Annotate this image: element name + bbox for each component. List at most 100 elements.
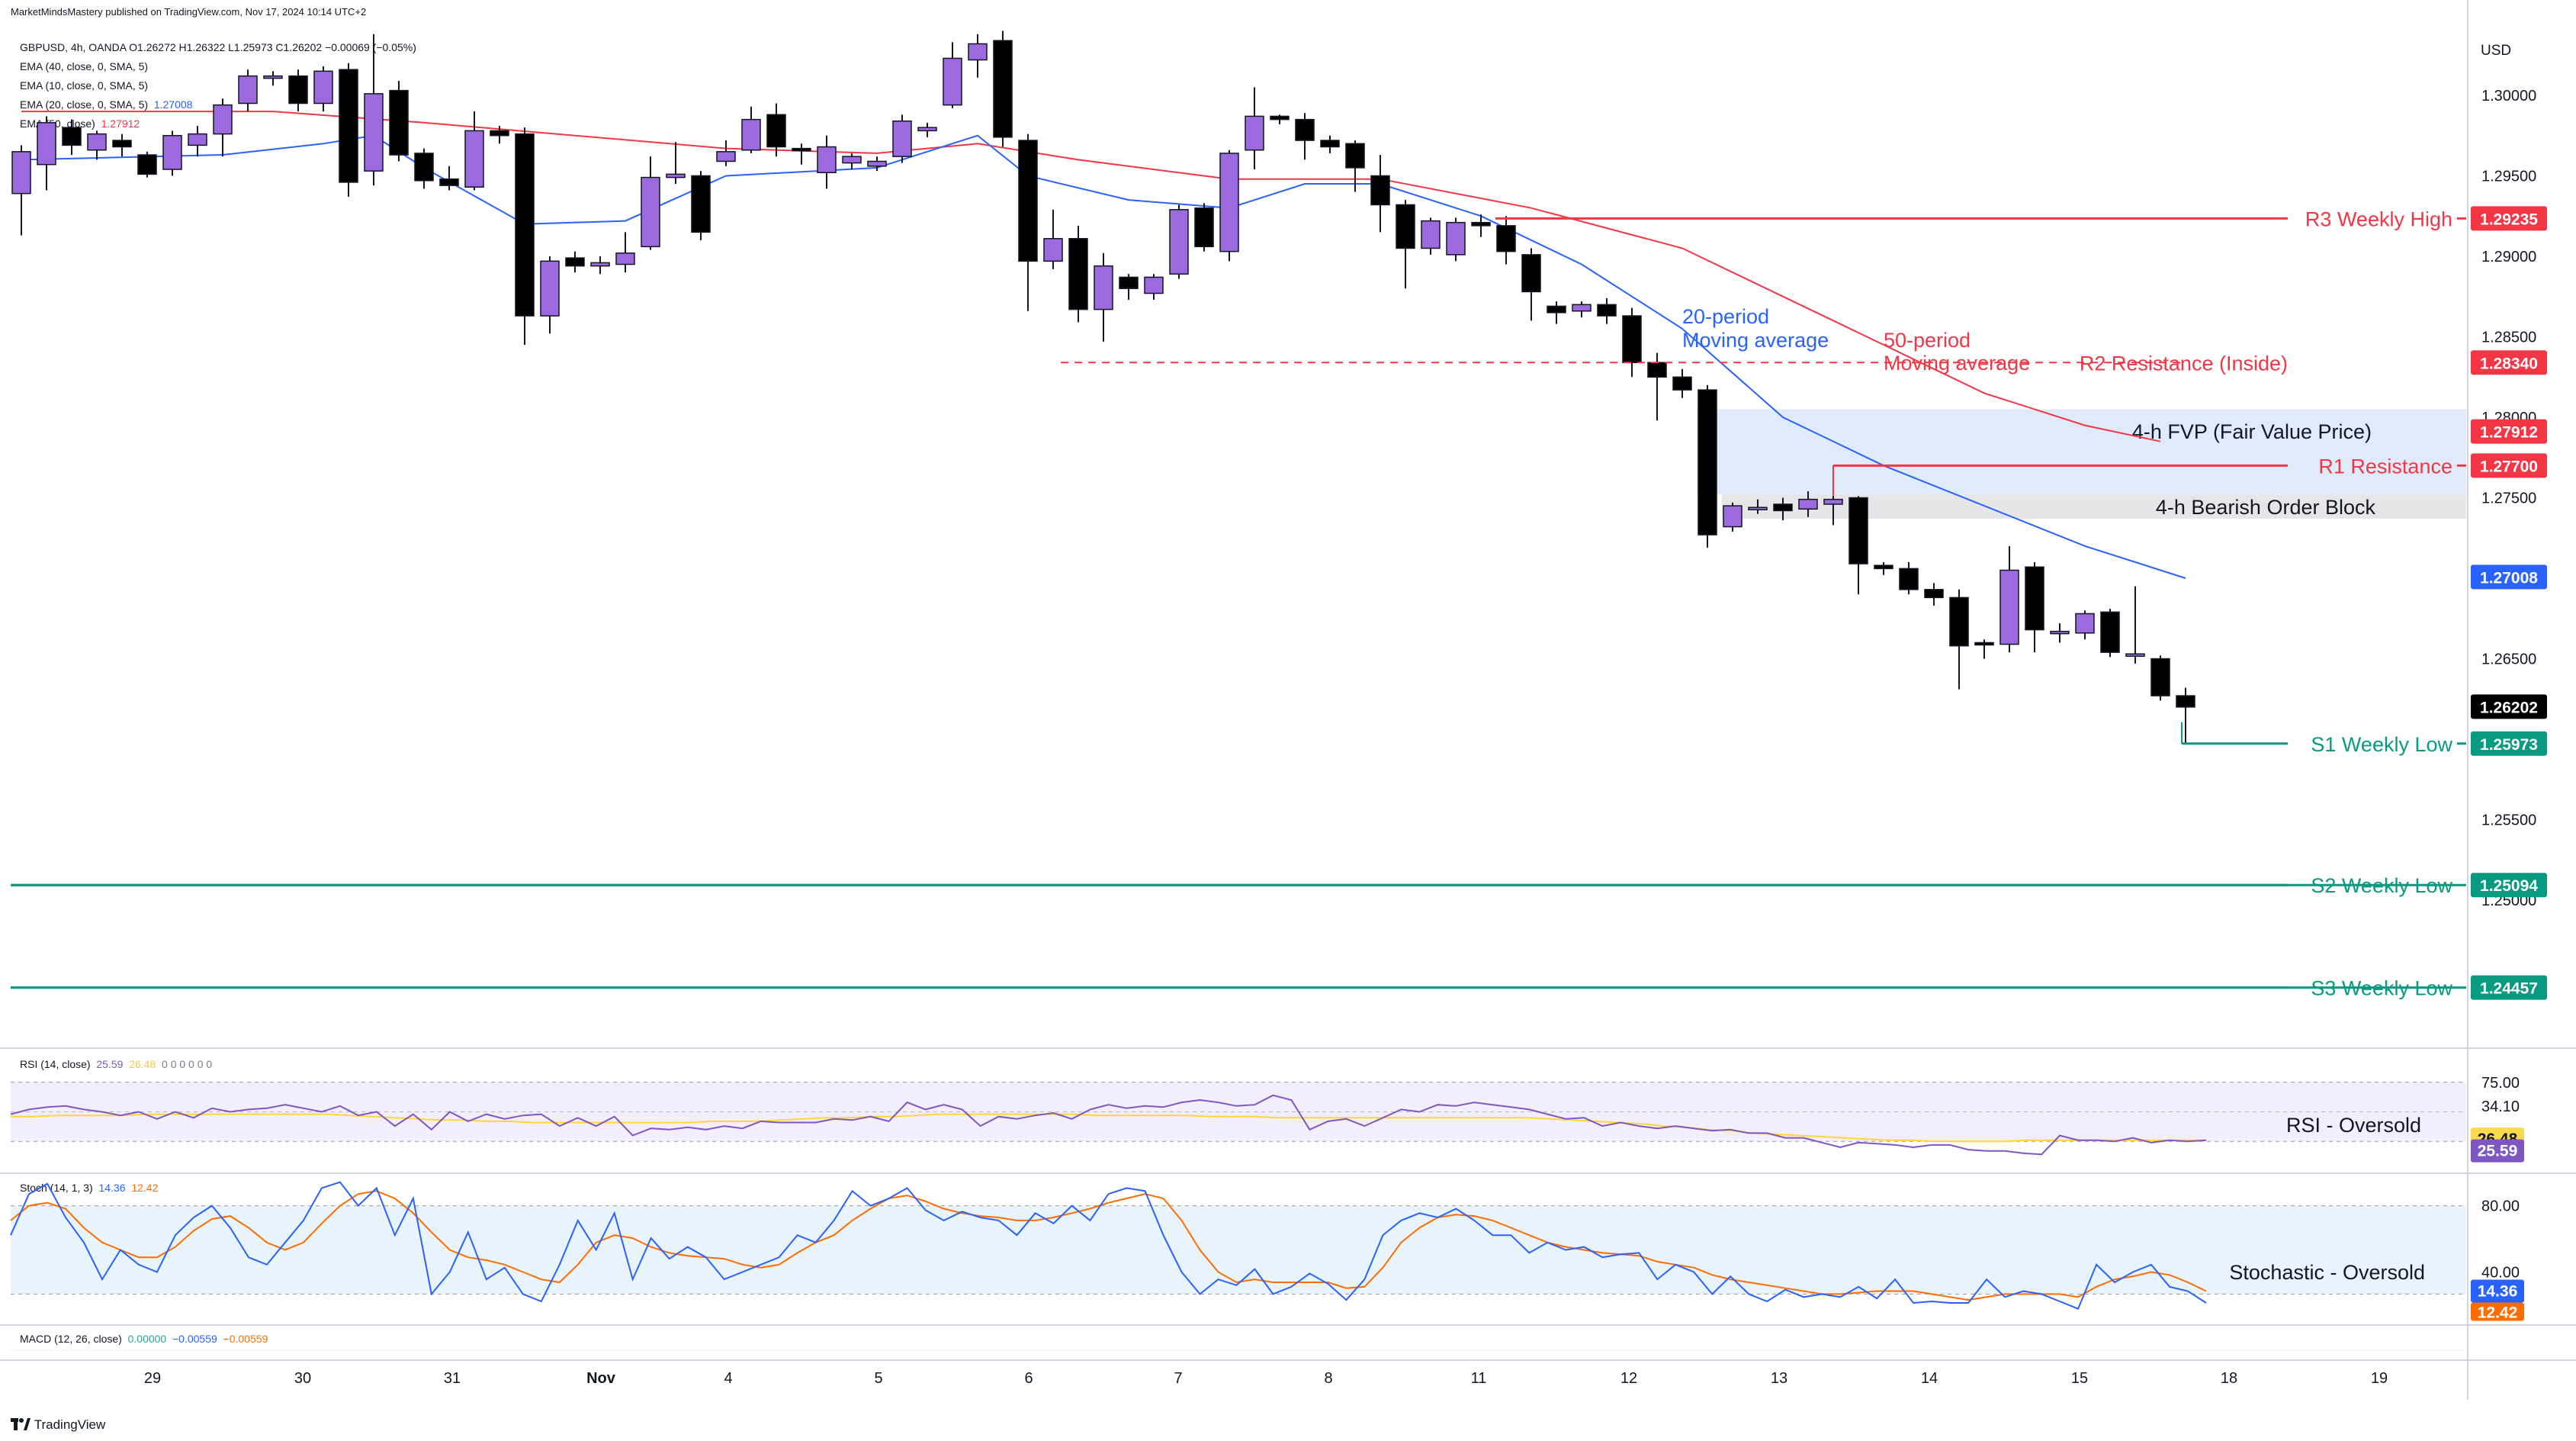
candle bbox=[943, 57, 962, 106]
zone-order-block bbox=[1722, 494, 2466, 519]
candle bbox=[87, 133, 107, 151]
candle bbox=[1823, 498, 1843, 505]
publisher-line: MarketMindsMastery published on TradingV… bbox=[11, 6, 367, 18]
x-tick-label: 13 bbox=[1771, 1370, 1787, 1387]
y-tick-label: 1.28500 bbox=[2481, 329, 2536, 346]
candle bbox=[1622, 315, 1642, 364]
candle bbox=[1396, 204, 1415, 249]
ema40-label: EMA (40, close, 0, SMA, 5) bbox=[20, 60, 149, 72]
rsi-title: RSI (14, close) bbox=[20, 1058, 91, 1070]
currency-label[interactable]: USD bbox=[2481, 43, 2512, 59]
rsi-legend: RSI (14, close) 25.59 26.48 0 0 0 0 0 0 bbox=[20, 1058, 212, 1070]
candle bbox=[1270, 115, 1290, 121]
candle bbox=[817, 146, 837, 174]
rsi-value: 25.59 bbox=[96, 1058, 124, 1070]
macd-value: −0.00559 bbox=[172, 1333, 217, 1345]
zone-fvp bbox=[1697, 409, 2466, 495]
macd-signal: −0.00559 bbox=[223, 1333, 268, 1345]
rsi-tick: 34.10 bbox=[2481, 1098, 2520, 1115]
x-tick-label: Nov bbox=[586, 1370, 616, 1387]
x-tick-label: 6 bbox=[1024, 1370, 1033, 1387]
candle bbox=[1974, 642, 1994, 646]
x-tick-label: 29 bbox=[144, 1370, 161, 1387]
candle bbox=[1320, 140, 1340, 148]
candle bbox=[1999, 569, 2019, 645]
rsi-extra: 0 0 0 0 0 0 bbox=[162, 1058, 213, 1070]
rsi-ma-legend-value: 26.48 bbox=[129, 1058, 156, 1070]
level-label: S2 Weekly Low bbox=[2311, 874, 2452, 897]
candle bbox=[1597, 304, 1617, 317]
candle bbox=[238, 75, 258, 105]
x-tick-label: 30 bbox=[294, 1370, 311, 1387]
candle bbox=[1068, 238, 1088, 310]
y-tick-label: 1.29000 bbox=[2481, 249, 2536, 265]
candle bbox=[892, 120, 912, 157]
level-price-badge bbox=[2471, 975, 2547, 1000]
price-badge-ema50 bbox=[2471, 419, 2547, 444]
level-label: R3 Weekly High bbox=[2305, 207, 2452, 230]
candle bbox=[792, 147, 811, 152]
level-price-badge-text: 1.25973 bbox=[2480, 736, 2538, 754]
macd-title: MACD (12, 26, close) bbox=[20, 1333, 122, 1345]
candle bbox=[2100, 611, 2120, 653]
level-label: R2 Resistance (Inside) bbox=[2080, 352, 2288, 375]
candle bbox=[1672, 376, 1692, 391]
stoch-tick: 80.00 bbox=[2481, 1198, 2520, 1215]
level-price-badge-text: 1.25094 bbox=[2480, 877, 2538, 895]
candle bbox=[2176, 695, 2195, 708]
x-tick-label: 15 bbox=[2071, 1370, 2088, 1387]
candle bbox=[490, 130, 509, 137]
ema20-line bbox=[21, 134, 2186, 579]
candle bbox=[1773, 503, 1793, 512]
level-price-badge bbox=[2471, 873, 2547, 898]
candle bbox=[1345, 143, 1365, 169]
level-price-badge bbox=[2471, 731, 2547, 756]
candle bbox=[37, 122, 56, 166]
price-badge-text: 1.27912 bbox=[2480, 424, 2538, 442]
candle bbox=[842, 156, 862, 164]
rsi-badge bbox=[2471, 1139, 2524, 1163]
zone-fvp-label: 4-h FVP (Fair Value Price) bbox=[2132, 420, 2372, 443]
stoch-d-value: 12.42 bbox=[131, 1182, 159, 1194]
x-tick-label: 18 bbox=[2221, 1370, 2237, 1387]
candle bbox=[968, 43, 988, 61]
x-tick-label: 14 bbox=[1921, 1370, 1938, 1387]
level-price-badge bbox=[2471, 206, 2547, 231]
candle bbox=[288, 75, 308, 105]
tradingview-logo: TradingView bbox=[11, 1417, 105, 1433]
rsi-badge-text: 25.59 bbox=[2478, 1143, 2518, 1160]
candle bbox=[641, 176, 660, 248]
candle bbox=[615, 252, 635, 265]
x-tick-label: 8 bbox=[1324, 1370, 1332, 1387]
candle bbox=[1924, 589, 1944, 599]
y-tick-label: 1.25500 bbox=[2481, 812, 2536, 829]
candle bbox=[540, 260, 560, 317]
candle bbox=[2125, 653, 2145, 657]
ema20-label: EMA (20, close, 0, SMA, 5) bbox=[20, 98, 149, 111]
ema20-legend: EMA (20, close, 0, SMA, 5) 1.27008 bbox=[20, 98, 192, 111]
candle bbox=[1572, 304, 1592, 312]
zone-order-block-label: 4-h Bearish Order Block bbox=[2156, 496, 2376, 519]
tradingview-icon bbox=[11, 1418, 31, 1430]
y-tick-label: 1.29500 bbox=[2481, 168, 2536, 185]
ema10-label: EMA (10, close, 0, SMA, 5) bbox=[20, 79, 149, 92]
candle bbox=[1496, 225, 1516, 252]
price-badge-text: 1.27008 bbox=[2480, 569, 2538, 587]
level-label: S3 Weekly Low bbox=[2311, 977, 2452, 1000]
x-tick-label: 7 bbox=[1174, 1370, 1182, 1387]
candle bbox=[1144, 276, 1164, 294]
candle bbox=[1748, 507, 1768, 510]
rsi-ma-line bbox=[11, 1113, 2206, 1143]
candle bbox=[1043, 238, 1063, 262]
candle bbox=[1647, 362, 1667, 378]
stoch-d-badge-text: 12.42 bbox=[2478, 1304, 2518, 1322]
candle bbox=[993, 40, 1013, 138]
candle bbox=[389, 89, 409, 156]
candle bbox=[1446, 221, 1466, 256]
ema50-value: 1.27912 bbox=[101, 117, 140, 130]
candle bbox=[1723, 505, 1742, 528]
candle bbox=[590, 262, 610, 267]
candle bbox=[1848, 497, 1868, 564]
candle bbox=[2150, 658, 2170, 696]
